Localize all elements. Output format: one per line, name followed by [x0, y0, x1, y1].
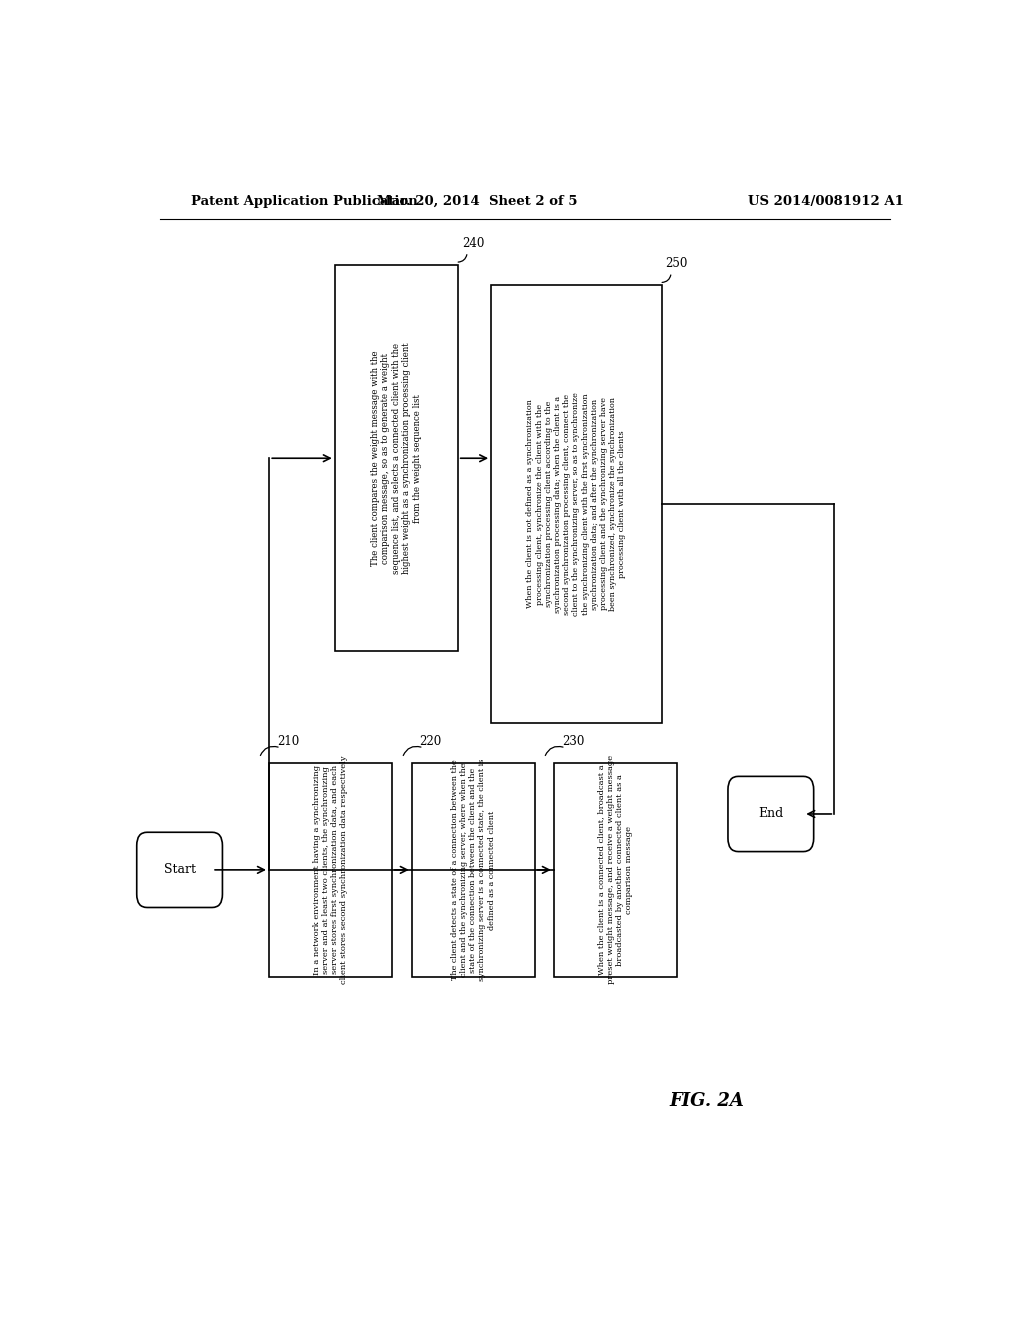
Bar: [269, 763, 392, 977]
Text: US 2014/0081912 A1: US 2014/0081912 A1: [749, 194, 904, 207]
FancyBboxPatch shape: [137, 833, 222, 907]
Text: FIG. 2A: FIG. 2A: [670, 1092, 744, 1110]
Text: End: End: [758, 808, 783, 821]
Bar: [492, 285, 662, 722]
Bar: [554, 763, 677, 977]
FancyBboxPatch shape: [728, 776, 814, 851]
Text: The client compares the weight message with the
comparison message, so as to gen: The client compares the weight message w…: [371, 342, 422, 574]
Text: 240: 240: [462, 236, 484, 249]
Bar: [412, 763, 535, 977]
Text: Patent Application Publication: Patent Application Publication: [191, 194, 418, 207]
Text: 210: 210: [276, 735, 299, 748]
Text: When the client is a connected client, broadcast a
preset weight message, and re: When the client is a connected client, b…: [597, 755, 633, 985]
Text: 220: 220: [420, 735, 442, 748]
Text: 250: 250: [666, 257, 688, 271]
Text: Start: Start: [164, 863, 196, 876]
Text: In a network environment having a synchronizing
server and at least two clients,: In a network environment having a synchr…: [312, 755, 348, 985]
Text: When the client is not defined as a synchronization
processing client, synchroni: When the client is not defined as a sync…: [526, 392, 627, 616]
Text: The client detects a state of a connection between the
client and the synchroniz: The client detects a state of a connecti…: [451, 759, 496, 981]
Bar: [335, 265, 458, 651]
Text: 230: 230: [562, 735, 584, 748]
Text: Mar. 20, 2014  Sheet 2 of 5: Mar. 20, 2014 Sheet 2 of 5: [377, 194, 578, 207]
